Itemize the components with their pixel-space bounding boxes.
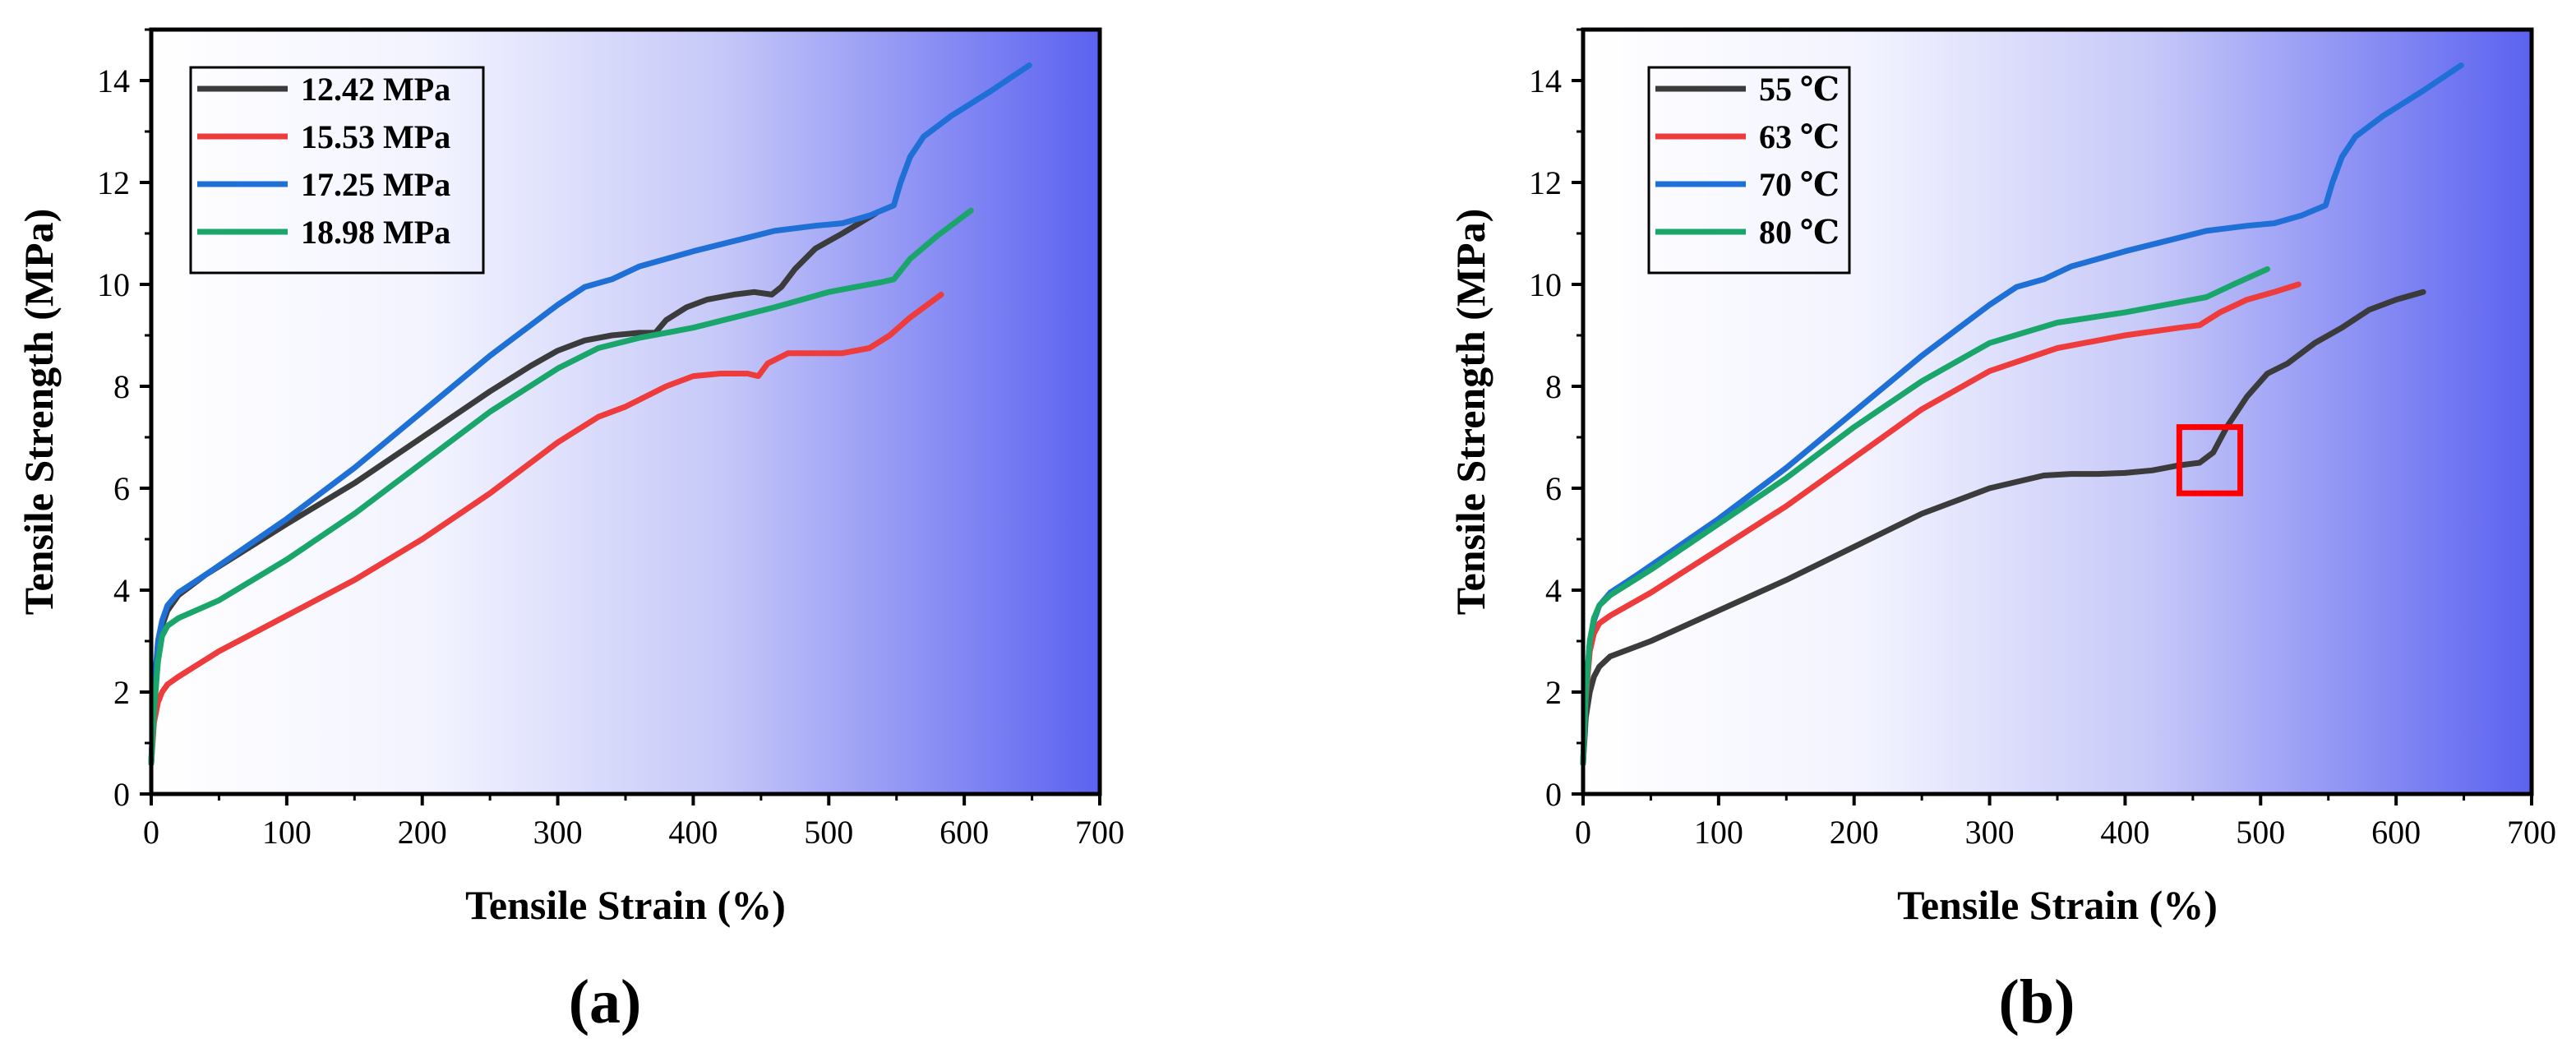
- x-tick-label-a-1: 100: [262, 814, 312, 851]
- y-tick-label-b-0: 0: [1545, 776, 1562, 813]
- y-tick-label-b-5: 10: [1529, 266, 1562, 303]
- y-tick-label-b-3: 6: [1545, 470, 1562, 507]
- legend-box-a: [189, 66, 485, 275]
- series-line-b-4: [1580, 265, 2270, 767]
- x-tick-label-b-7: 700: [2507, 814, 2556, 851]
- y-tick-label-b-4: 8: [1545, 368, 1562, 405]
- legend-b: 55 ℃ 63 ℃ 70 ℃ 80 ℃: [1647, 66, 1851, 275]
- panel-label-b: (b): [1999, 967, 2075, 1036]
- legend-a: 12.42 MPa 15.53 MPa 17.25 MPa 18.98 MPa: [189, 66, 485, 275]
- x-axis-title-a: Tensile Strain (%): [465, 882, 786, 928]
- y-tick-label-a-4: 8: [113, 368, 130, 405]
- legend-label-a-4: 18.98 MPa: [301, 214, 450, 251]
- y-tick-label-a-3: 6: [113, 470, 130, 507]
- x-tick-label-a-4: 400: [668, 814, 718, 851]
- annotation-layer-b: [2176, 424, 2244, 496]
- legend-label-b-1: 55 ℃: [1759, 71, 1840, 108]
- y-tick-label-a-6: 12: [97, 164, 130, 201]
- legend-label-b-4: 80 ℃: [1759, 214, 1840, 251]
- panel-label-a: (a): [569, 967, 642, 1036]
- series-layer-b: [1580, 62, 2464, 767]
- plot-background-a: [151, 30, 1100, 794]
- x-tick-label-b-0: 0: [1575, 814, 1591, 851]
- legend-items-b: 55 ℃ 63 ℃ 70 ℃ 80 ℃: [1655, 71, 1840, 251]
- legend-label-a-1: 12.42 MPa: [301, 71, 450, 108]
- x-tick-label-b-6: 600: [2371, 814, 2421, 851]
- x-tick-label-a-6: 600: [939, 814, 989, 851]
- series-line-b-1: [1580, 288, 2426, 767]
- x-tick-label-a-7: 700: [1075, 814, 1124, 851]
- series-line-b-2: [1580, 281, 2301, 767]
- legend-items-a: 12.42 MPa 15.53 MPa 17.25 MPa 18.98 MPa: [197, 71, 450, 251]
- y-tick-label-a-1: 2: [113, 674, 130, 711]
- legend-label-a-2: 15.53 MPa: [301, 118, 450, 155]
- plot-background-b: [1583, 30, 2532, 794]
- y-tick-label-b-1: 2: [1545, 674, 1562, 711]
- x-tick-label-a-5: 500: [804, 814, 853, 851]
- legend-label-a-3: 17.25 MPa: [301, 166, 450, 203]
- y-tick-label-a-7: 14: [97, 62, 130, 99]
- y-tick-label-a-0: 0: [113, 776, 130, 813]
- panel-a: 0 100 200 300 400 500 600 700 0 2 4 6 8 10 12 14 12.42 …: [16, 27, 1124, 1036]
- x-tick-label-a-2: 200: [398, 814, 447, 851]
- series-layer-a: [148, 62, 1032, 767]
- highlight-box: [2176, 424, 2244, 496]
- x-tick-label-b-1: 100: [1694, 814, 1743, 851]
- x-tick-label-b-3: 300: [1965, 814, 2015, 851]
- legend-label-b-3: 70 ℃: [1759, 166, 1840, 203]
- x-axis-title-b: Tensile Strain (%): [1897, 882, 2218, 928]
- legend-box-b: [1647, 66, 1851, 275]
- y-tick-label-b-7: 14: [1529, 62, 1562, 99]
- y-tick-label-a-5: 10: [97, 266, 130, 303]
- x-tick-label-a-0: 0: [143, 814, 159, 851]
- y-axis-title-a: Tensile Strength (MPa): [16, 209, 62, 615]
- series-line-a-4: [148, 207, 974, 767]
- x-tick-label-a-3: 300: [533, 814, 583, 851]
- y-tick-label-a-2: 4: [113, 572, 130, 609]
- y-tick-label-b-6: 12: [1529, 164, 1562, 201]
- tick-layer-a: 0 100 200 300 400 500 600 700 0 2 4 6 8 10 12 14: [97, 28, 1124, 851]
- x-tick-label-b-2: 200: [1830, 814, 1879, 851]
- x-tick-label-b-4: 400: [2100, 814, 2149, 851]
- y-tick-label-b-2: 4: [1545, 572, 1562, 609]
- series-line-a-3: [148, 62, 1032, 767]
- x-tick-label-b-5: 500: [2236, 814, 2285, 851]
- series-line-a-2: [148, 291, 944, 767]
- panel-b: 0 100 200 300 400 500 600 700 0 2 4 6 8 10 12 14 55 ℃ 63…: [1447, 27, 2556, 1036]
- y-axis-title-b: Tensile Strength (MPa): [1447, 209, 1493, 615]
- legend-label-b-2: 63 ℃: [1759, 118, 1840, 155]
- tick-layer-b: 0 100 200 300 400 500 600 700 0 2 4 6 8 10 12 14: [1529, 28, 2556, 851]
